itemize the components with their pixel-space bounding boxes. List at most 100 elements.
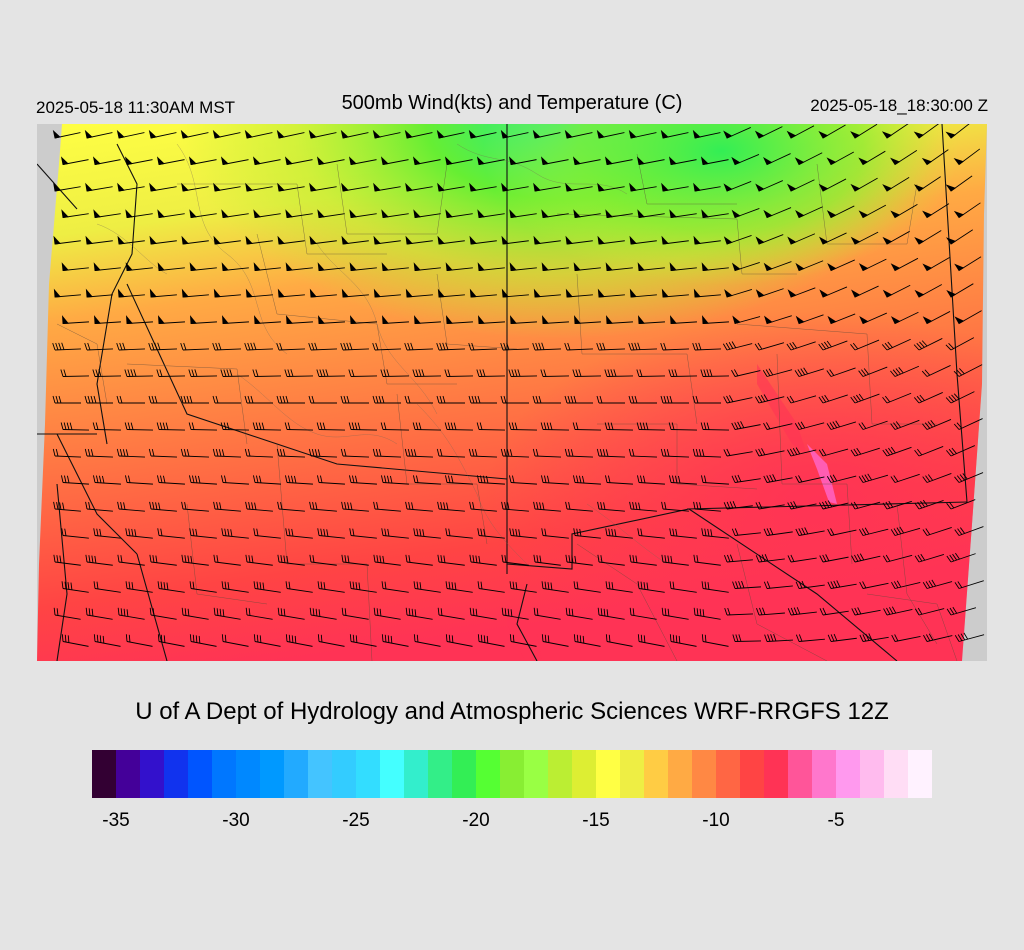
wind-barb [373, 501, 401, 512]
wind-barb [221, 262, 249, 271]
wind-barb [149, 554, 177, 566]
wind-barb [92, 156, 121, 166]
wind-barb [564, 395, 593, 404]
wind-barb [92, 369, 122, 377]
wind-barb [221, 581, 249, 593]
wind-barb [787, 287, 816, 298]
wind-barb [669, 209, 697, 219]
wind-barb [826, 151, 855, 166]
wind-barb [541, 581, 569, 593]
wind-barb [882, 500, 912, 510]
colorbar-cell [644, 750, 668, 798]
wind-barb [890, 150, 918, 166]
wind-barb [284, 422, 314, 431]
wind-barb [732, 315, 761, 325]
colorbar-cell [596, 750, 620, 798]
wind-barb [437, 607, 465, 620]
wind-barb [692, 395, 721, 404]
wind-barb [285, 634, 313, 647]
wind-barb [756, 607, 785, 616]
wind-barb [509, 262, 537, 271]
wind-barb [85, 607, 113, 620]
wind-barb [341, 607, 369, 620]
wind-barb [629, 607, 657, 620]
wind-barb [156, 369, 186, 377]
wind-barb [693, 607, 721, 620]
wind-barb [149, 288, 177, 298]
wind-barb [349, 209, 377, 219]
wind-barb [795, 260, 824, 272]
colorbar-cell [764, 750, 788, 798]
wind-barb [277, 288, 305, 298]
wind-barb [819, 286, 848, 298]
wind-barb [723, 127, 751, 139]
wind-barb [669, 475, 697, 485]
wind-barb [52, 448, 81, 458]
colorbar-cell [332, 750, 356, 798]
wind-barb [541, 528, 569, 539]
colorbar-cell [452, 750, 476, 798]
wind-barb [117, 554, 145, 566]
colorbar-tick-label: -5 [827, 810, 845, 831]
wind-barb [827, 259, 855, 272]
utc-time-label: 2025-05-18_18:30:00 Z [810, 96, 988, 115]
colorbar-cell [884, 750, 908, 798]
wind-barb [188, 422, 218, 431]
colorbar-tick-label: -15 [582, 810, 610, 831]
wind-barb [180, 448, 209, 458]
wind-barb [669, 581, 697, 593]
wind-barb [277, 235, 305, 245]
wind-barb [373, 607, 401, 620]
wind-barb [213, 554, 241, 566]
wind-barb [412, 422, 442, 431]
wind-barb [606, 315, 633, 324]
wind-barb [53, 182, 81, 192]
wind-barb [540, 156, 569, 166]
wind-barb [914, 499, 944, 510]
wind-barb [786, 341, 816, 351]
wind-barb [700, 156, 729, 166]
wind-barb [414, 315, 441, 324]
wind-barb [637, 209, 665, 219]
wind-barb [890, 365, 920, 377]
wind-barb [668, 156, 697, 166]
wind-barb [125, 475, 153, 485]
wind-barb [84, 129, 113, 139]
wind-barb [93, 209, 121, 219]
wind-barb [755, 501, 785, 510]
wind-barb [181, 288, 209, 298]
wind-barb [533, 501, 561, 512]
wind-barb [661, 182, 689, 192]
wind-barb [60, 369, 90, 377]
wind-barb [316, 369, 346, 377]
wind-barb [117, 235, 145, 245]
wind-barb [596, 342, 625, 351]
colorbar-cell [572, 750, 596, 798]
wind-barb [636, 422, 666, 431]
wind-barb [922, 527, 952, 536]
wind-barb [731, 528, 761, 536]
wind-barb [786, 179, 815, 192]
wind-barb [890, 311, 919, 325]
wind-barb [309, 235, 337, 245]
wind-barb [795, 634, 825, 642]
wind-barb [946, 552, 976, 563]
wind-barb [755, 448, 785, 457]
wind-barb [244, 129, 273, 139]
wind-barb [116, 342, 145, 351]
wind-barb [755, 234, 784, 245]
red-streak-2 [507, 604, 542, 661]
wind-barb [501, 182, 529, 192]
credit-text: U of A Dept of Hydrology and Atmospheric… [135, 698, 889, 725]
wind-barb [478, 315, 505, 324]
wind-barb [181, 501, 209, 512]
wind-barb [850, 124, 878, 139]
colorbar-cell [404, 750, 428, 798]
wind-barb [180, 129, 209, 139]
wind-barb [124, 369, 154, 377]
wind-barb [913, 338, 943, 351]
wind-barb [883, 606, 913, 616]
wind-barb [476, 156, 505, 166]
wind-barb [341, 235, 369, 245]
wind-barb [405, 501, 433, 512]
